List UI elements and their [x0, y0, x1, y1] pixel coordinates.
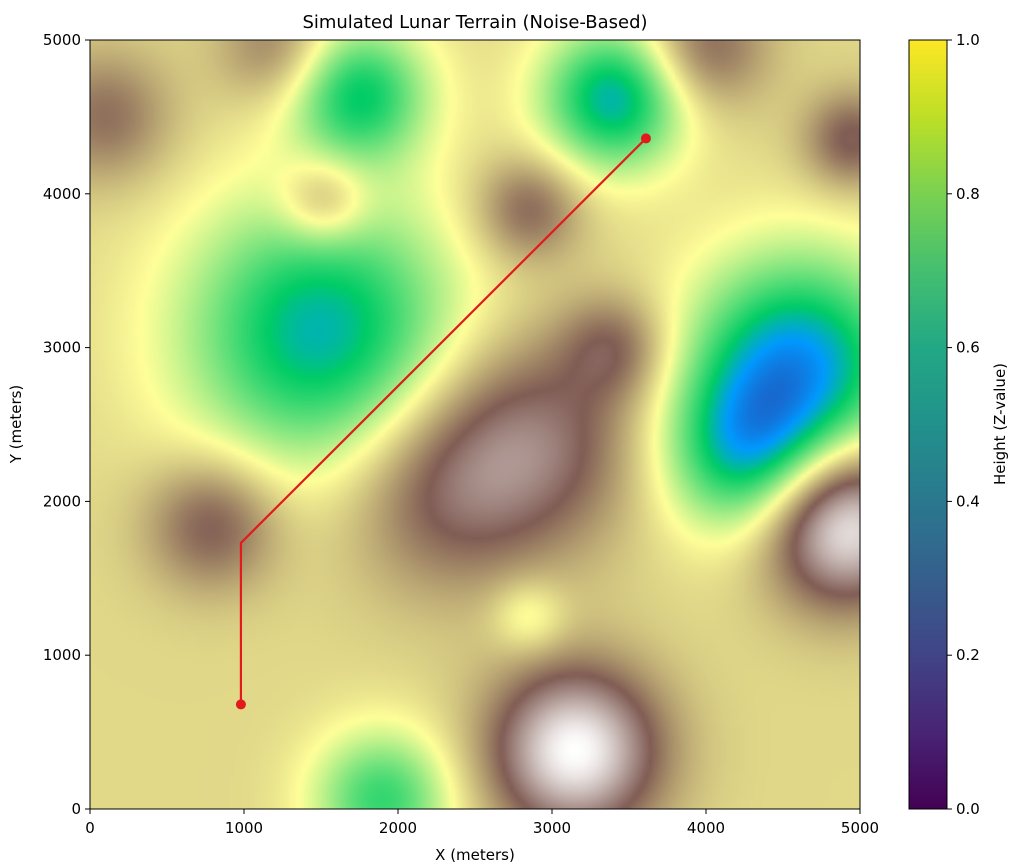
y-tick-label: 3000 — [43, 339, 81, 357]
x-tick-label: 5000 — [841, 819, 879, 837]
y-tick-label: 4000 — [43, 185, 81, 203]
colorbar-ticks: 0.0 0.2 0.4 0.6 0.8 1.0 — [947, 31, 980, 818]
y-axis: 0 1000 2000 3000 4000 5000 — [43, 31, 90, 818]
x-tick-label: 1000 — [225, 819, 263, 837]
terrain-heatmap — [90, 40, 860, 809]
path-line — [239, 137, 647, 705]
colorbar-tick-label: 0.6 — [956, 339, 980, 357]
x-axis-title: X (meters) — [435, 846, 515, 864]
colorbar-tick-label: 0.8 — [956, 185, 980, 203]
colorbar-tick-label: 0.0 — [956, 800, 980, 818]
plot-frame — [89, 39, 861, 810]
x-tick-label: 0 — [85, 819, 95, 837]
y-tick-label: 1000 — [43, 646, 81, 664]
x-axis: 0 1000 2000 3000 4000 5000 — [85, 809, 879, 837]
y-axis-title: Y (meters) — [7, 385, 25, 465]
colorbar-tick-label: 1.0 — [956, 31, 980, 49]
x-tick-label: 4000 — [687, 819, 725, 837]
y-tick-label: 0 — [71, 800, 81, 818]
rover-path — [235, 133, 651, 710]
colorbar-tick-label: 0.4 — [956, 492, 980, 510]
colorbar — [908, 39, 948, 810]
colorbar-title: Height (Z-value) — [991, 363, 1009, 485]
x-tick-label: 2000 — [379, 819, 417, 837]
y-tick-label: 5000 — [43, 31, 81, 49]
path-marker — [235, 699, 246, 710]
y-tick-label: 2000 — [43, 492, 81, 510]
x-tick-label: 3000 — [533, 819, 571, 837]
path-marker — [640, 133, 651, 144]
chart-title: Simulated Lunar Terrain (Noise-Based) — [302, 12, 647, 33]
colorbar-tick-label: 0.2 — [956, 646, 980, 664]
